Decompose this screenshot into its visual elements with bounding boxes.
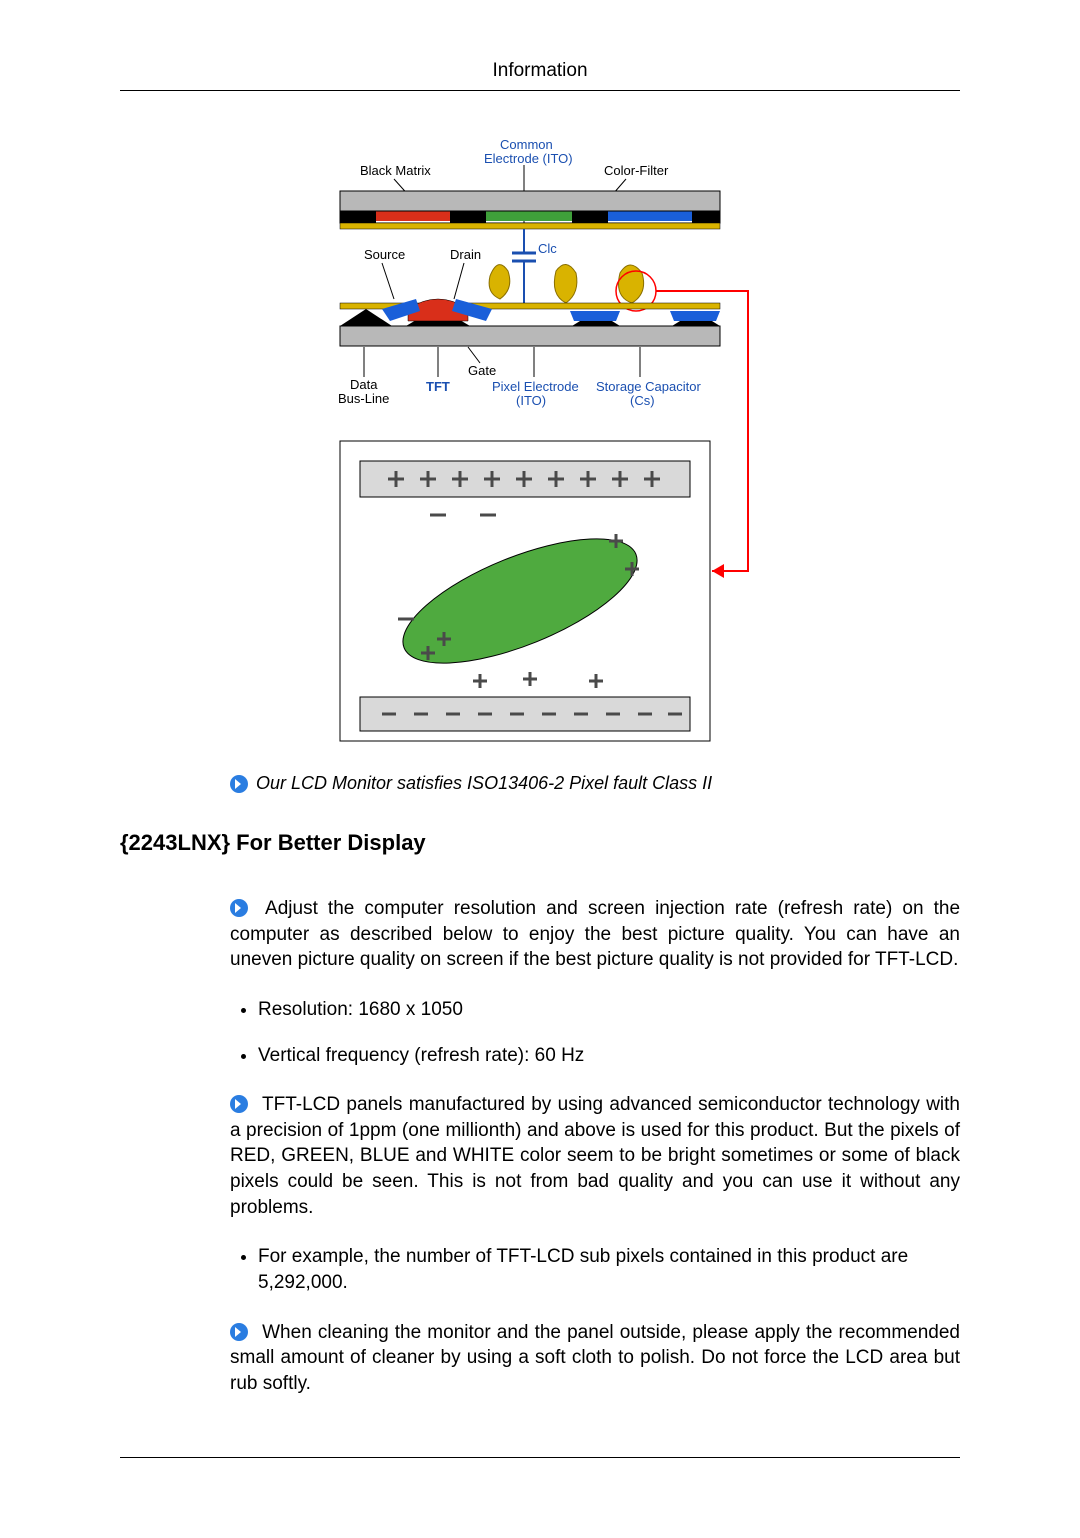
iso-note-text: Our LCD Monitor satisfies ISO13406-2 Pix…: [256, 773, 712, 794]
spec-subpixels: For example, the number of TFT-LCD sub p…: [258, 1244, 960, 1295]
para-resolution: Adjust the computer resolution and scree…: [230, 896, 960, 973]
body-content: Adjust the computer resolution and scree…: [230, 896, 960, 1397]
section-heading: {2243LNX} For Better Display: [120, 830, 960, 856]
label-common-2: Electrode (ITO): [484, 151, 573, 166]
label-clc: Clc: [538, 241, 557, 256]
label-tft: TFT: [426, 379, 450, 394]
label-cs-2: (Cs): [630, 393, 655, 408]
label-drain: Drain: [450, 247, 481, 262]
label-pixel-1: Pixel Electrode: [492, 379, 579, 394]
para-cleaning-text: When cleaning the monitor and the panel …: [230, 1322, 960, 1394]
iso-note: Our LCD Monitor satisfies ISO13406-2 Pix…: [230, 773, 960, 794]
para-tft: TFT-LCD panels manufactured by using adv…: [230, 1092, 960, 1220]
label-black-matrix: Black Matrix: [360, 163, 431, 178]
footer-rule: [120, 1457, 960, 1458]
label-cs-1: Storage Capacitor: [596, 379, 701, 394]
arrow-bullet-icon: [230, 775, 248, 793]
diagram-panel-2: [340, 441, 710, 741]
lcd-diagram: Common Electrode (ITO) Black Matrix Colo…: [320, 131, 760, 751]
spec-resolution: Resolution: 1680 x 1050: [258, 997, 960, 1023]
label-databus-2: Bus-Line: [338, 391, 389, 406]
label-gate: Gate: [468, 363, 496, 378]
arrow-bullet-icon: [230, 1095, 248, 1113]
spec-refresh: Vertical frequency (refresh rate): 60 Hz: [258, 1043, 960, 1069]
label-color-filter: Color-Filter: [604, 163, 669, 178]
label-databus-1: Data: [350, 377, 378, 392]
spec-list-2: For example, the number of TFT-LCD sub p…: [258, 1244, 960, 1295]
header-title: Information: [492, 60, 587, 81]
page: Information Common Electrode (ITO) Black…: [0, 0, 1080, 1538]
spec-list-1: Resolution: 1680 x 1050 Vertical frequen…: [258, 997, 960, 1068]
arrow-bullet-icon: [230, 899, 248, 917]
arrow-bullet-icon: [230, 1323, 248, 1341]
label-source: Source: [364, 247, 405, 262]
para-tft-text: TFT-LCD panels manufactured by using adv…: [230, 1094, 960, 1218]
label-common-1: Common: [500, 137, 553, 152]
para-cleaning: When cleaning the monitor and the panel …: [230, 1320, 960, 1397]
diagram-container: Common Electrode (ITO) Black Matrix Colo…: [120, 131, 960, 751]
para-resolution-text: Adjust the computer resolution and scree…: [230, 898, 960, 970]
page-header: Information: [120, 60, 960, 91]
diagram-panel-1: Common Electrode (ITO) Black Matrix Colo…: [338, 137, 720, 408]
label-pixel-2: (ITO): [516, 393, 546, 408]
